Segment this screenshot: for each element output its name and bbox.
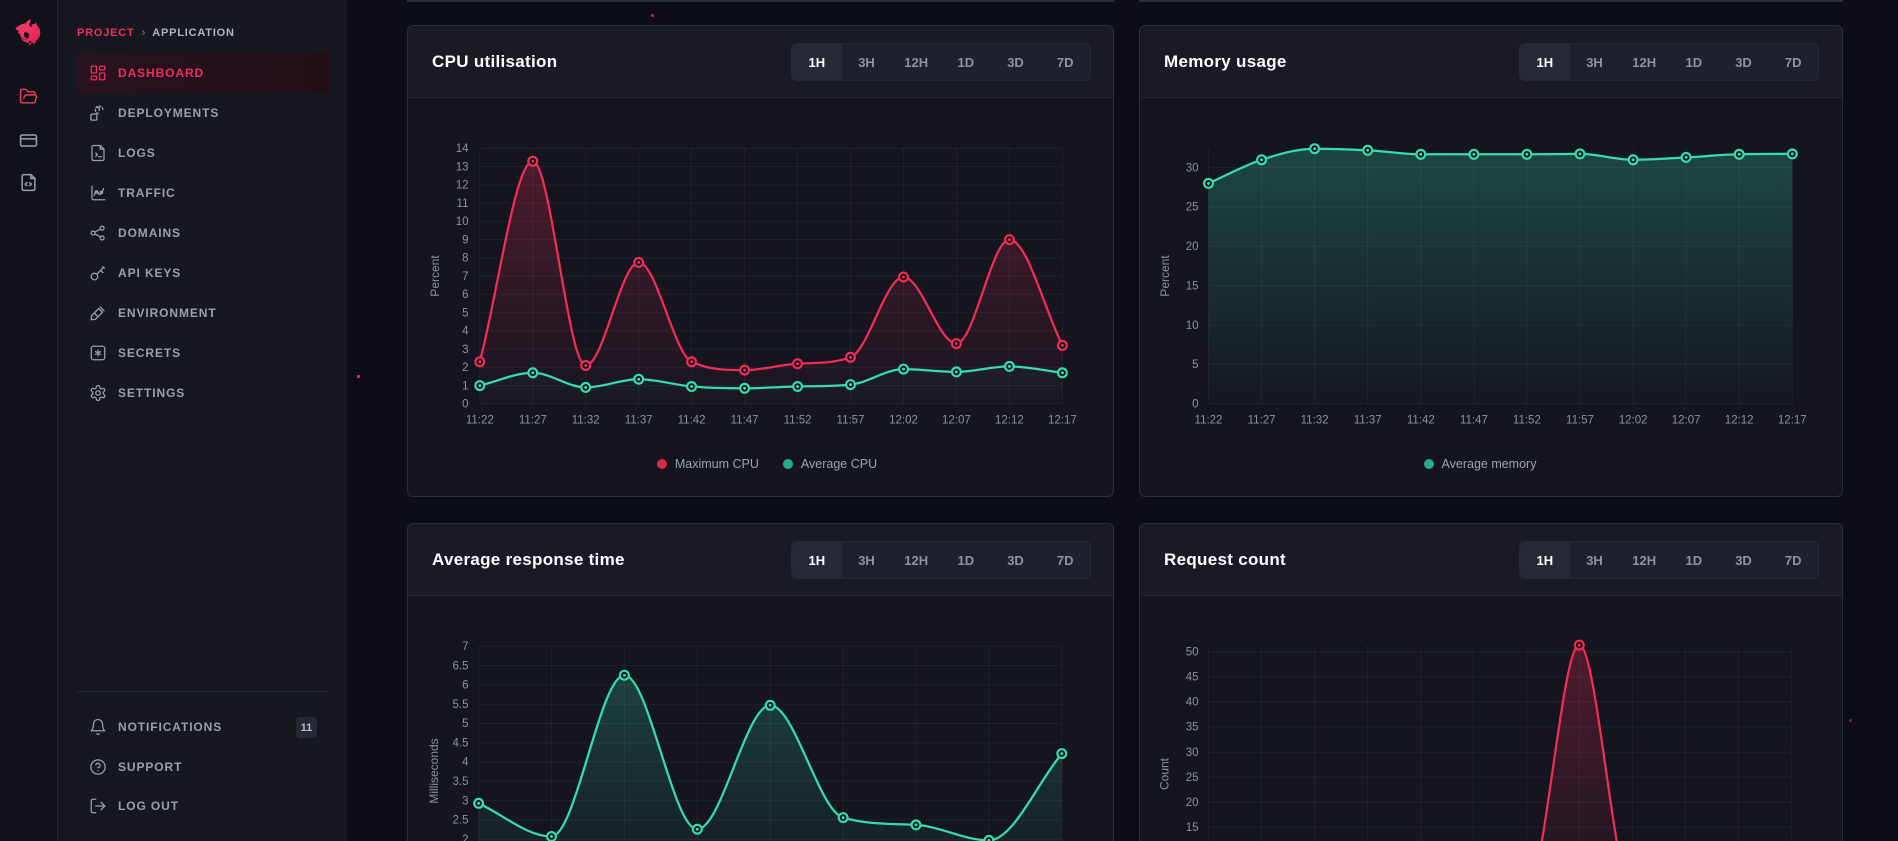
svg-text:11:47: 11:47	[731, 415, 759, 427]
svg-text:12: 12	[456, 180, 469, 192]
svg-text:11:32: 11:32	[572, 415, 600, 427]
svg-text:9: 9	[462, 234, 468, 246]
svg-text:50: 50	[1186, 646, 1199, 658]
svg-text:4: 4	[462, 757, 469, 769]
svg-text:35: 35	[1186, 722, 1199, 734]
svg-text:25: 25	[1186, 772, 1199, 784]
svg-text:4: 4	[462, 326, 469, 338]
svg-text:4.5: 4.5	[453, 737, 469, 749]
svg-text:6.5: 6.5	[453, 660, 469, 672]
svg-text:11:47: 11:47	[1460, 415, 1488, 427]
svg-text:Percent: Percent	[428, 255, 442, 297]
svg-text:20: 20	[1186, 241, 1199, 253]
svg-text:20: 20	[1186, 797, 1199, 809]
svg-text:12:12: 12:12	[1725, 415, 1754, 427]
svg-text:12:12: 12:12	[995, 415, 1024, 427]
svg-text:11:42: 11:42	[1407, 415, 1435, 427]
svg-text:11:52: 11:52	[1513, 415, 1541, 427]
svg-text:12:17: 12:17	[1778, 415, 1807, 427]
svg-text:Percent: Percent	[1158, 255, 1172, 297]
svg-text:5: 5	[462, 718, 468, 730]
svg-text:11:32: 11:32	[1301, 415, 1329, 427]
svg-text:2: 2	[462, 834, 468, 841]
svg-text:11:42: 11:42	[678, 415, 706, 427]
svg-text:3: 3	[462, 795, 468, 807]
svg-text:15: 15	[1186, 280, 1199, 292]
svg-text:7: 7	[462, 641, 468, 653]
svg-text:8: 8	[462, 253, 468, 265]
svg-text:13: 13	[456, 161, 469, 173]
svg-text:7: 7	[462, 271, 468, 283]
svg-text:11:27: 11:27	[1248, 415, 1276, 427]
svg-text:11: 11	[457, 198, 469, 210]
svg-text:11:27: 11:27	[519, 415, 547, 427]
svg-text:40: 40	[1186, 697, 1199, 709]
svg-text:14: 14	[456, 143, 469, 155]
svg-text:25: 25	[1186, 202, 1199, 214]
svg-text:12:02: 12:02	[1619, 415, 1648, 427]
svg-text:Count: Count	[1158, 757, 1172, 790]
svg-text:15: 15	[1186, 822, 1199, 834]
svg-text:2.5: 2.5	[453, 815, 469, 827]
svg-text:0: 0	[462, 399, 468, 411]
svg-text:11:22: 11:22	[1195, 415, 1223, 427]
svg-text:12:02: 12:02	[889, 415, 918, 427]
svg-text:6: 6	[462, 680, 468, 692]
svg-text:5: 5	[1192, 359, 1198, 371]
svg-text:30: 30	[1186, 162, 1199, 174]
svg-text:12:07: 12:07	[1672, 415, 1701, 427]
svg-text:11:57: 11:57	[1566, 415, 1594, 427]
svg-text:11:37: 11:37	[1354, 415, 1382, 427]
svg-text:1: 1	[462, 380, 468, 392]
svg-text:12:07: 12:07	[942, 415, 971, 427]
svg-text:11:37: 11:37	[625, 415, 653, 427]
svg-text:0: 0	[1192, 399, 1198, 411]
svg-text:5: 5	[462, 307, 468, 319]
svg-text:2: 2	[462, 362, 468, 374]
svg-text:Milliseconds: Milliseconds	[427, 738, 441, 803]
svg-text:5.5: 5.5	[453, 699, 469, 711]
svg-text:3.5: 3.5	[453, 776, 469, 788]
svg-text:30: 30	[1186, 747, 1199, 759]
svg-text:6: 6	[462, 289, 468, 301]
svg-text:3: 3	[462, 344, 468, 356]
svg-text:11:22: 11:22	[466, 415, 494, 427]
svg-text:10: 10	[456, 216, 469, 228]
svg-text:10: 10	[1186, 320, 1199, 332]
svg-text:11:52: 11:52	[784, 415, 812, 427]
svg-text:45: 45	[1186, 671, 1199, 683]
svg-text:11:57: 11:57	[837, 415, 865, 427]
svg-text:12:17: 12:17	[1048, 415, 1077, 427]
